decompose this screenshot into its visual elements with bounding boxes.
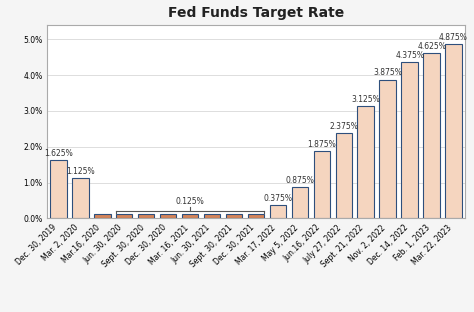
Bar <box>72 178 89 218</box>
Bar <box>401 62 418 218</box>
Bar <box>50 160 67 218</box>
Bar <box>292 187 308 218</box>
Bar <box>270 205 286 218</box>
Bar <box>445 44 462 218</box>
Bar <box>226 214 242 218</box>
Bar <box>116 214 132 218</box>
Text: 4.375%: 4.375% <box>395 51 424 60</box>
Text: 0.375%: 0.375% <box>264 194 292 203</box>
Text: 4.625%: 4.625% <box>417 41 446 51</box>
Text: 3.875%: 3.875% <box>373 68 402 77</box>
Bar <box>94 214 110 218</box>
Bar <box>380 80 396 218</box>
Bar <box>204 214 220 218</box>
Bar <box>314 151 330 218</box>
Text: 1.125%: 1.125% <box>66 167 95 176</box>
Text: 4.875%: 4.875% <box>439 33 468 41</box>
Title: Fed Funds Target Rate: Fed Funds Target Rate <box>168 6 344 20</box>
Text: 0.875%: 0.875% <box>285 176 314 185</box>
Bar <box>248 214 264 218</box>
Bar <box>357 106 374 218</box>
Bar <box>336 133 352 218</box>
Text: 2.375%: 2.375% <box>329 122 358 131</box>
Bar <box>182 214 198 218</box>
Text: 0.125%: 0.125% <box>176 197 204 206</box>
Bar <box>138 214 155 218</box>
Bar <box>160 214 176 218</box>
Text: 1.875%: 1.875% <box>308 140 336 149</box>
Text: 1.625%: 1.625% <box>44 149 73 158</box>
Text: 3.125%: 3.125% <box>351 95 380 104</box>
Bar <box>423 53 440 218</box>
